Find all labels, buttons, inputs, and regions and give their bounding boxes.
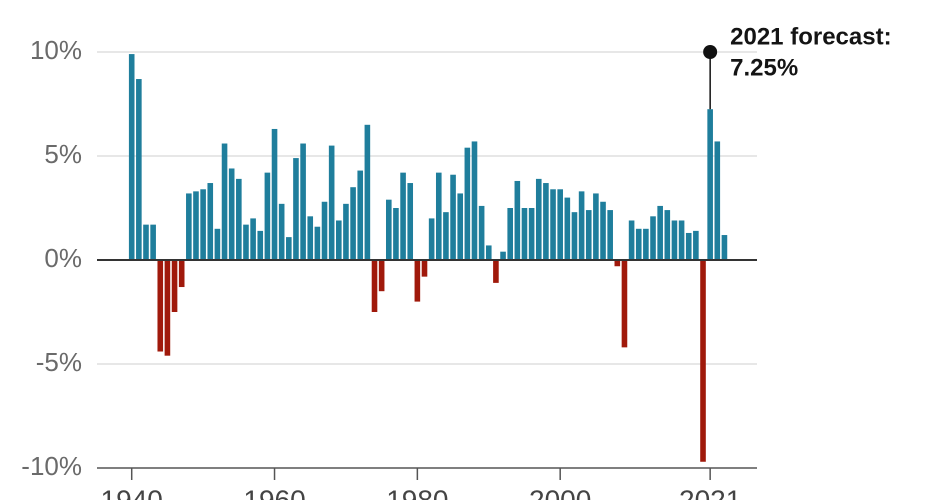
bar — [485, 245, 492, 260]
bar — [450, 174, 456, 260]
bar — [550, 189, 556, 260]
bar — [378, 260, 385, 292]
bar — [228, 168, 235, 260]
x-tick-label: 1960 — [243, 484, 305, 500]
bar — [621, 260, 628, 348]
bar — [528, 208, 535, 260]
bar — [478, 205, 485, 260]
bar — [514, 180, 521, 260]
bar — [221, 143, 228, 260]
bar — [643, 228, 649, 260]
bar — [700, 260, 706, 462]
bar — [128, 54, 135, 260]
bar — [293, 158, 299, 260]
bar — [493, 260, 499, 283]
bar — [607, 210, 613, 260]
bar — [364, 124, 371, 260]
bar — [186, 193, 192, 260]
bar — [464, 147, 471, 260]
bar — [714, 141, 721, 260]
bar — [350, 187, 356, 260]
bar — [321, 201, 328, 260]
bar — [328, 145, 335, 260]
bar — [421, 260, 428, 277]
bar — [157, 260, 164, 352]
y-tick-label: 10% — [30, 35, 82, 65]
x-tick-label: 2021 — [679, 484, 741, 500]
bar — [671, 220, 678, 260]
bar — [678, 220, 685, 260]
bar — [557, 189, 563, 260]
bar — [571, 212, 578, 260]
bar — [143, 224, 149, 260]
bar — [243, 224, 249, 260]
bar — [428, 218, 435, 260]
bar — [136, 79, 142, 260]
y-tick-label: -5% — [36, 347, 82, 377]
bar — [721, 235, 728, 260]
bar — [300, 143, 306, 260]
bar — [471, 141, 478, 260]
bar — [171, 260, 178, 312]
bar — [457, 193, 464, 260]
bar — [264, 172, 271, 260]
bar — [414, 260, 421, 302]
bar — [664, 210, 671, 260]
bar — [435, 172, 442, 260]
bar — [535, 178, 542, 260]
x-tick-label: 1980 — [386, 484, 448, 500]
bar — [707, 109, 713, 260]
bar — [564, 197, 571, 260]
bar — [336, 220, 342, 260]
bar — [628, 220, 635, 260]
x-tick-label: 1940 — [101, 484, 163, 500]
bar — [614, 260, 621, 267]
bar — [278, 203, 285, 260]
bar — [393, 208, 399, 260]
bar — [657, 205, 663, 260]
bar — [593, 193, 599, 260]
bar — [357, 170, 364, 260]
bar — [164, 260, 171, 356]
bar — [585, 210, 592, 260]
bar — [443, 212, 449, 260]
annotation-dot — [703, 45, 718, 59]
bar — [257, 230, 264, 260]
annotation-text: 7.25% — [730, 54, 798, 81]
bar — [314, 226, 321, 260]
bar — [650, 216, 656, 260]
bar — [693, 230, 699, 260]
bar — [307, 216, 314, 260]
bar — [343, 203, 349, 260]
bar — [600, 201, 606, 260]
bar — [214, 228, 221, 260]
bar — [236, 178, 242, 260]
bar — [685, 232, 692, 260]
y-tick-label: 0% — [44, 243, 82, 273]
bar — [200, 189, 206, 260]
bar — [371, 260, 378, 312]
bar — [521, 208, 528, 260]
bar — [250, 218, 256, 260]
bar — [400, 172, 406, 260]
bar — [578, 191, 585, 260]
bar — [286, 237, 292, 260]
bar — [407, 183, 414, 260]
bar — [271, 128, 278, 260]
bar — [543, 183, 549, 260]
bar — [207, 183, 214, 260]
y-tick-label: 5% — [44, 139, 82, 169]
bar — [193, 191, 199, 260]
y-tick-label: -10% — [21, 451, 82, 481]
bar — [385, 199, 392, 260]
x-tick-label: 2000 — [529, 484, 591, 500]
bar — [500, 251, 506, 260]
annotation-text: 2021 forecast: — [730, 23, 891, 50]
bar — [635, 228, 642, 260]
bar — [178, 260, 185, 288]
bar — [150, 224, 156, 260]
bar — [507, 208, 513, 260]
